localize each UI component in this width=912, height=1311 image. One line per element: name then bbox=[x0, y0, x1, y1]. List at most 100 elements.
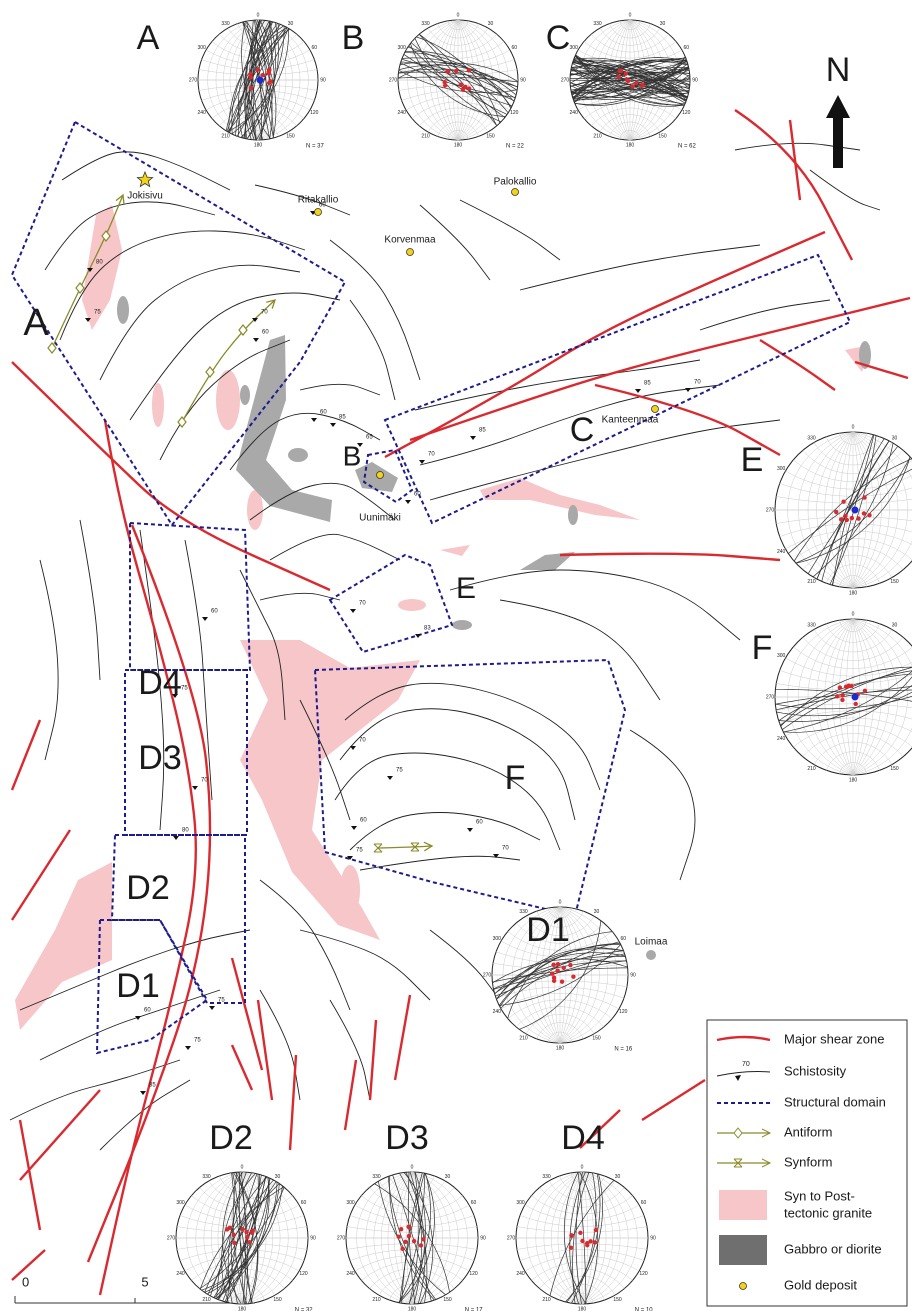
pole-point bbox=[854, 702, 858, 706]
degree-label: 90 bbox=[650, 1235, 656, 1241]
degree-label: 150 bbox=[486, 134, 495, 140]
dip-label: 65 bbox=[366, 435, 373, 441]
mean-pole bbox=[257, 77, 264, 84]
legend-label: Structural domain bbox=[784, 1094, 886, 1109]
degree-label: 330 bbox=[421, 21, 430, 27]
pole-point bbox=[839, 517, 843, 521]
degree-label: 240 bbox=[176, 1271, 185, 1277]
dip-label: 75 bbox=[356, 848, 363, 854]
degree-label: 240 bbox=[777, 736, 786, 742]
degree-label: 180 bbox=[254, 142, 263, 148]
dip-label: 75 bbox=[194, 1038, 201, 1044]
stereonet-label: D4 bbox=[561, 1119, 604, 1157]
degree-label: 90 bbox=[630, 972, 636, 978]
dip-label: 70 bbox=[359, 601, 366, 607]
pole-point bbox=[849, 684, 853, 688]
pole-point bbox=[400, 1247, 404, 1251]
degree-label: 270 bbox=[167, 1235, 176, 1241]
pole-point bbox=[585, 1243, 589, 1247]
stereonet-label: E bbox=[741, 441, 764, 479]
degree-label: 300 bbox=[570, 45, 579, 51]
degree-label: 270 bbox=[766, 507, 775, 513]
stereonet-count: N = 16 bbox=[614, 1047, 633, 1053]
degree-label: 210 bbox=[221, 134, 230, 140]
domain-label: B bbox=[343, 440, 362, 471]
degree-label: 60 bbox=[312, 45, 318, 51]
degree-label: 180 bbox=[578, 1306, 587, 1311]
pole-point bbox=[588, 1239, 592, 1243]
pole-point bbox=[461, 87, 465, 91]
stereonet-label: D2 bbox=[209, 1119, 252, 1157]
degree-label: 240 bbox=[570, 110, 579, 116]
dip-label: 70 bbox=[201, 778, 208, 784]
pole-point bbox=[624, 72, 628, 76]
domain-label: D4 bbox=[138, 664, 181, 702]
degree-label: 180 bbox=[454, 142, 463, 148]
degree-label: 0 bbox=[852, 424, 855, 430]
gabbro-area bbox=[452, 620, 472, 630]
pole-point bbox=[256, 67, 260, 71]
degree-label: 300 bbox=[777, 653, 786, 659]
dip-label: 85 bbox=[339, 415, 346, 421]
dip-label: 60 bbox=[144, 1008, 151, 1014]
gold-deposit bbox=[407, 249, 414, 256]
degree-label: 0 bbox=[559, 899, 562, 905]
pole-point bbox=[228, 1226, 232, 1230]
legend-label: Synform bbox=[784, 1154, 832, 1169]
pole-point bbox=[459, 83, 463, 87]
stereonet-count: N = 17 bbox=[465, 1308, 484, 1311]
dip-label: 85 bbox=[479, 428, 486, 434]
mean-pole bbox=[852, 694, 859, 701]
degree-label: 0 bbox=[629, 12, 632, 18]
degree-label: 300 bbox=[777, 466, 786, 472]
town bbox=[646, 950, 656, 960]
degree-label: 120 bbox=[639, 1271, 648, 1277]
legend-label: tectonic granite bbox=[784, 1205, 872, 1220]
degree-label: 90 bbox=[692, 77, 698, 83]
pole-point bbox=[593, 1240, 597, 1244]
legend-label: Major shear zone bbox=[784, 1031, 884, 1046]
degree-label: 0 bbox=[457, 12, 460, 18]
legend-granite bbox=[719, 1190, 767, 1220]
pole-point bbox=[467, 68, 471, 72]
pole-point bbox=[862, 511, 866, 515]
degree-label: 150 bbox=[658, 134, 667, 140]
stereonet-count: N = 37 bbox=[306, 144, 325, 150]
pole-point bbox=[419, 1243, 423, 1247]
legend-gabbro bbox=[719, 1235, 767, 1265]
granite-area bbox=[340, 865, 360, 915]
legend-label: Schistosity bbox=[784, 1063, 847, 1078]
pole-point bbox=[578, 1231, 582, 1235]
degree-label: 330 bbox=[593, 21, 602, 27]
pole-point bbox=[249, 86, 253, 90]
degree-label: 60 bbox=[641, 1200, 647, 1206]
pole-point bbox=[407, 1234, 411, 1238]
dip-label: 75 bbox=[218, 998, 225, 1004]
degree-label: 210 bbox=[202, 1297, 211, 1303]
degree-label: 210 bbox=[807, 579, 816, 585]
degree-label: 0 bbox=[852, 611, 855, 617]
degree-label: 330 bbox=[542, 1174, 551, 1180]
pole-point bbox=[467, 86, 471, 90]
degree-label: 30 bbox=[615, 1174, 621, 1180]
stereonet-count: N = 22 bbox=[506, 144, 525, 150]
scale-label: 5 bbox=[141, 1274, 148, 1289]
degree-label: 180 bbox=[408, 1306, 417, 1311]
dip-label: 70 bbox=[428, 452, 435, 458]
domain-label: D2 bbox=[126, 869, 169, 907]
pole-point bbox=[867, 513, 871, 517]
degree-label: 180 bbox=[849, 777, 858, 783]
domain-label: F bbox=[505, 759, 526, 797]
degree-label: 150 bbox=[273, 1297, 282, 1303]
pole-point bbox=[412, 1239, 416, 1243]
granite-area bbox=[152, 383, 164, 427]
degree-label: 30 bbox=[660, 21, 666, 27]
degree-label: 300 bbox=[176, 1200, 185, 1206]
pole-point bbox=[562, 966, 566, 970]
domain-label: A bbox=[23, 302, 49, 344]
degree-label: 270 bbox=[766, 694, 775, 700]
degree-label: 60 bbox=[512, 45, 518, 51]
degree-label: 150 bbox=[890, 579, 899, 585]
pole-point bbox=[580, 1239, 584, 1243]
pole-point bbox=[838, 685, 842, 689]
